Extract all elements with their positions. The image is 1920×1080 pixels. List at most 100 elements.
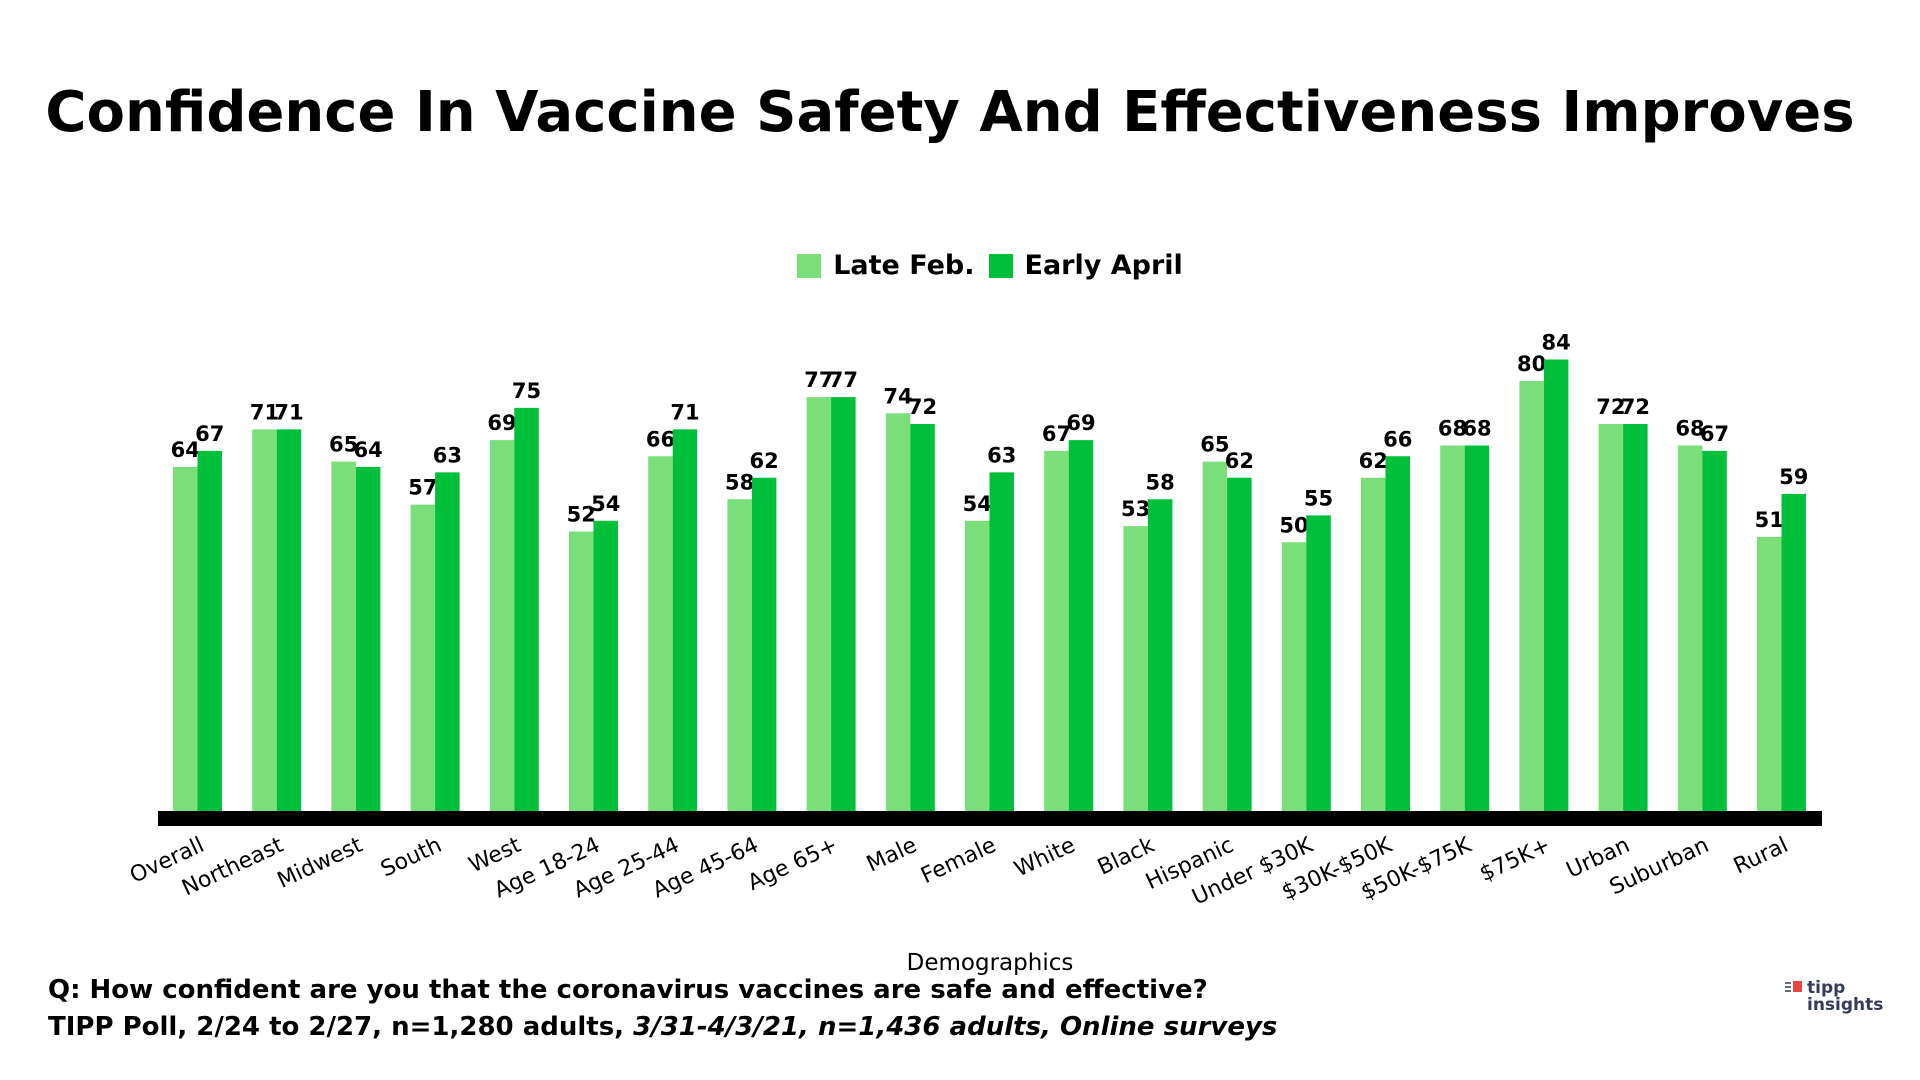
bar-late-feb <box>1202 461 1228 811</box>
data-label: 71 <box>670 400 699 424</box>
data-label: 68 <box>1675 417 1704 441</box>
data-label: 63 <box>987 443 1016 467</box>
bar-early-april <box>1147 499 1173 811</box>
data-label: 65 <box>1200 433 1229 457</box>
legend-label-early-april: Early April <box>1024 250 1183 281</box>
x-tick-label: $75K+ <box>1476 833 1554 887</box>
legend-item-early-april: Early April <box>988 250 1183 281</box>
bar-late-feb <box>569 531 594 811</box>
footer-source-italic: 3/31-4/3/21, n=1,436 adults, Online surv… <box>633 1012 1278 1042</box>
data-label: 64 <box>171 438 200 462</box>
bar-late-feb <box>1757 536 1782 811</box>
data-label: 54 <box>963 492 992 516</box>
data-label: 72 <box>1621 395 1650 419</box>
data-label: 65 <box>329 433 358 457</box>
data-label: 68 <box>1438 417 1467 441</box>
bar-late-feb <box>1281 542 1307 811</box>
data-label: 69 <box>487 411 516 435</box>
data-label: 64 <box>354 438 383 462</box>
data-label: 67 <box>195 422 224 446</box>
data-label: 77 <box>804 368 833 392</box>
bar-early-april <box>1068 440 1094 811</box>
data-label: 69 <box>1066 411 1095 435</box>
data-label: 77 <box>829 368 858 392</box>
bar-early-april <box>197 450 222 811</box>
bar-late-feb <box>410 504 436 811</box>
x-tick-label: White <box>1011 833 1080 883</box>
data-label: 72 <box>908 395 937 419</box>
bar-early-april <box>276 429 302 811</box>
data-label: 71 <box>274 400 303 424</box>
data-label: 72 <box>1596 395 1625 419</box>
bar-late-feb <box>1361 477 1386 811</box>
footer-question: Q: How confident are you that the corona… <box>48 975 1208 1005</box>
bar-early-april <box>910 424 935 811</box>
data-label: 62 <box>750 449 779 473</box>
bar-late-feb <box>1519 381 1544 811</box>
x-axis-title: Demographics <box>907 950 1074 976</box>
data-label: 67 <box>1700 422 1729 446</box>
bar-late-feb <box>1598 424 1624 811</box>
data-label: 54 <box>591 492 620 516</box>
bar-early-april <box>1543 359 1569 811</box>
x-tick-label: Rural <box>1730 833 1792 880</box>
data-label: 59 <box>1779 465 1808 489</box>
bar-late-feb <box>252 429 277 811</box>
bar-early-april <box>989 472 1014 811</box>
legend-swatch-late-feb <box>797 253 822 278</box>
data-label: 58 <box>725 470 754 494</box>
bar-early-april <box>1623 424 1648 811</box>
bar-early-april <box>672 429 698 811</box>
tipp-insights-logo: tipp insights <box>1785 975 1895 1015</box>
bar-late-feb <box>965 520 990 811</box>
bar-early-april <box>435 472 460 811</box>
data-label: 53 <box>1121 497 1150 521</box>
data-label: 84 <box>1542 331 1571 355</box>
bar-late-feb <box>806 397 832 811</box>
bar-late-feb <box>885 413 911 811</box>
data-label: 57 <box>408 476 437 500</box>
chart-title: Confidence In Vaccine Safety And Effecti… <box>45 80 1855 145</box>
bar-late-feb <box>331 461 356 811</box>
x-tick-label: Male <box>863 833 921 878</box>
data-label: 58 <box>1146 470 1175 494</box>
legend-item-late-feb: Late Feb. <box>797 250 975 281</box>
data-label: 55 <box>1304 486 1333 510</box>
bar-early-april <box>1702 450 1727 811</box>
bar-early-april <box>593 520 618 811</box>
bar-late-feb <box>1440 445 1465 811</box>
bar-early-april <box>831 397 856 811</box>
bar-early-april <box>751 477 777 811</box>
bar-late-feb <box>173 467 198 811</box>
data-label: 67 <box>1042 422 1071 446</box>
x-axis-line <box>158 811 1822 826</box>
data-label: 50 <box>1279 513 1308 537</box>
legend-swatch-early-april <box>988 253 1013 278</box>
data-label: 62 <box>1225 449 1254 473</box>
svg-text:tipp: tipp <box>1807 978 1845 998</box>
data-label: 63 <box>433 443 462 467</box>
bar-early-april <box>1306 515 1331 811</box>
bar-late-feb <box>1123 526 1148 811</box>
bar-early-april <box>1385 456 1410 811</box>
data-label: 66 <box>646 427 675 451</box>
data-label: 71 <box>250 400 279 424</box>
footer-source-plain: TIPP Poll, 2/24 to 2/27, n=1,280 adults, <box>48 1012 634 1042</box>
bar-late-feb <box>489 440 515 811</box>
data-label: 74 <box>883 384 912 408</box>
data-label: 75 <box>512 379 541 403</box>
bar-late-feb <box>648 456 673 811</box>
data-label: 66 <box>1383 427 1412 451</box>
bar-late-feb <box>727 499 752 811</box>
bar-early-april <box>514 407 539 811</box>
data-label: 80 <box>1517 352 1546 376</box>
bar-early-april <box>1781 493 1806 811</box>
legend-label-late-feb: Late Feb. <box>833 250 975 281</box>
data-label: 62 <box>1359 449 1388 473</box>
footer-source: TIPP Poll, 2/24 to 2/27, n=1,280 adults,… <box>48 1012 1277 1042</box>
data-label: 68 <box>1462 417 1491 441</box>
bar-early-april <box>1464 445 1490 811</box>
bar-late-feb <box>1044 450 1069 811</box>
bar-early-april <box>355 467 381 811</box>
